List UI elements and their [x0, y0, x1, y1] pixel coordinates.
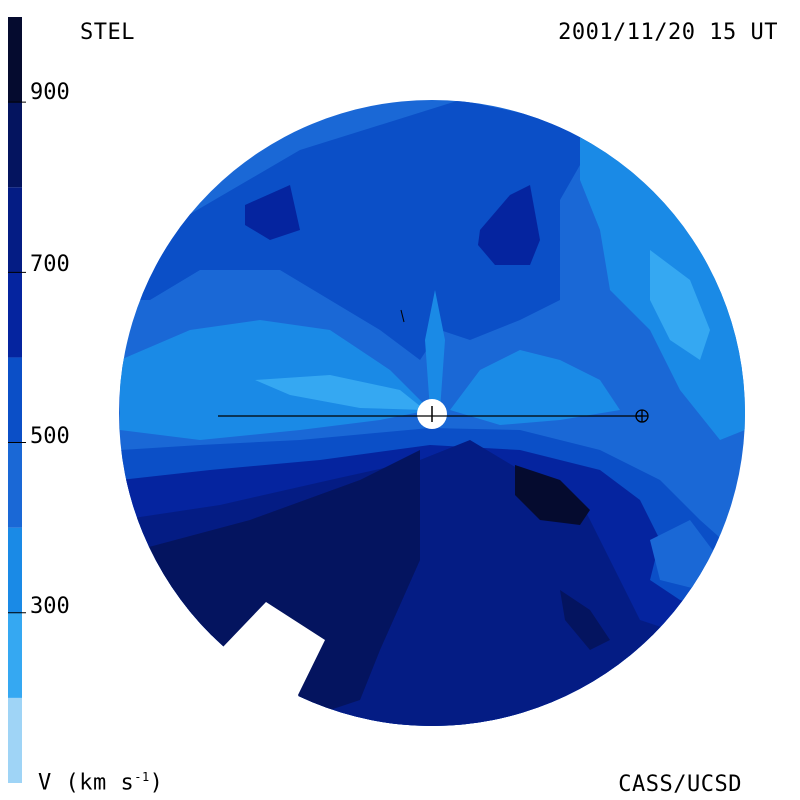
unit-prefix: V (km s: [38, 770, 135, 796]
region-island-left: [245, 185, 300, 240]
institution-label: CASS/UCSD: [618, 772, 742, 797]
tick-label-900: 900: [30, 80, 70, 105]
date-time-label: 2001/11/20 15 UT: [558, 20, 778, 45]
velocity-colorbar: [8, 17, 26, 783]
tick-label-500: 500: [30, 424, 70, 449]
small-mark: [400, 309, 405, 323]
colorbar-segment: [8, 527, 22, 613]
colorbar-segment: [8, 272, 22, 358]
unit-exponent: -1: [134, 770, 150, 784]
earth-icon: [635, 409, 649, 423]
unit-suffix: ): [149, 770, 164, 796]
colorbar-segment: [8, 187, 22, 273]
region-left-300: [255, 375, 425, 410]
colorbar-segment: [8, 17, 22, 103]
tick-label-300: 300: [30, 594, 70, 619]
region-center-spike: [425, 290, 445, 410]
region-lower-right-900: [560, 590, 610, 650]
observatory-label: STEL: [80, 20, 135, 45]
colorbar-segment: [8, 442, 22, 528]
region-right-300: [650, 250, 710, 360]
colorbar-segment: [8, 357, 22, 443]
velocity-disc: [119, 100, 745, 726]
region-mid-right-400: [450, 350, 620, 425]
colorbar-segment: [8, 697, 22, 783]
velocity-unit-label: V (km s-1): [38, 770, 163, 795]
missing-data-notch: [200, 602, 330, 760]
tick-label-700: 700: [30, 252, 70, 277]
region-dark-core: [515, 465, 590, 525]
sun-icon: [417, 399, 447, 429]
region-island-right: [478, 185, 540, 265]
region-upper-600: [120, 100, 600, 360]
colorbar-segment: [8, 612, 22, 698]
colorbar-segment: [8, 102, 22, 188]
